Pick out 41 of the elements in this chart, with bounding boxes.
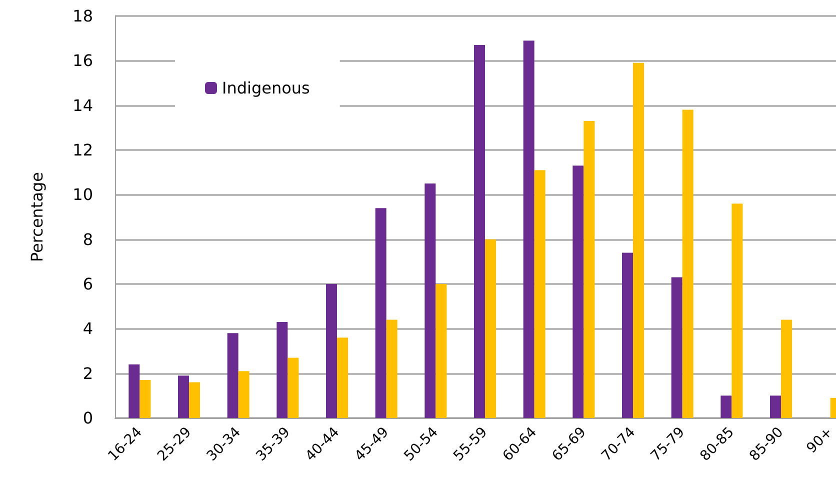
y-tick-label: 14 — [72, 96, 93, 115]
bar — [572, 166, 584, 418]
y-tick-label: 10 — [72, 185, 93, 204]
y-tick-label: 2 — [82, 364, 93, 383]
y-tick-label: 4 — [82, 319, 93, 338]
bar — [436, 284, 447, 418]
y-tick-label: 16 — [72, 51, 93, 70]
bar — [781, 320, 792, 418]
y-tick-label: 12 — [72, 140, 93, 160]
y-tick-label: 0 — [82, 408, 93, 428]
x-tick-label: 90+ — [804, 424, 836, 457]
bar — [682, 110, 694, 418]
bar — [140, 380, 151, 418]
bar — [276, 322, 288, 418]
bar — [227, 333, 238, 418]
y-tick-label: 8 — [82, 230, 93, 249]
bar — [633, 62, 644, 418]
bar — [238, 371, 250, 418]
bar — [485, 239, 496, 418]
bar — [523, 40, 534, 418]
bar — [474, 45, 485, 418]
y-axis-title: Percentage — [28, 172, 46, 262]
y-tick-label: 18 — [72, 6, 93, 26]
bar — [732, 204, 743, 418]
bar — [424, 184, 436, 418]
bar — [337, 338, 348, 418]
bar — [671, 277, 682, 418]
bar — [770, 396, 781, 418]
bar — [288, 358, 299, 418]
bar — [375, 208, 386, 418]
y-tick-label: 6 — [82, 274, 93, 294]
bar — [189, 382, 200, 418]
bar — [386, 320, 398, 418]
bar — [178, 376, 189, 418]
bar — [534, 170, 546, 418]
bar — [584, 120, 595, 418]
bar — [128, 364, 140, 418]
bar — [720, 396, 732, 418]
bar — [622, 252, 633, 418]
legend-label: Indigenous — [222, 78, 310, 98]
bar — [326, 284, 337, 418]
